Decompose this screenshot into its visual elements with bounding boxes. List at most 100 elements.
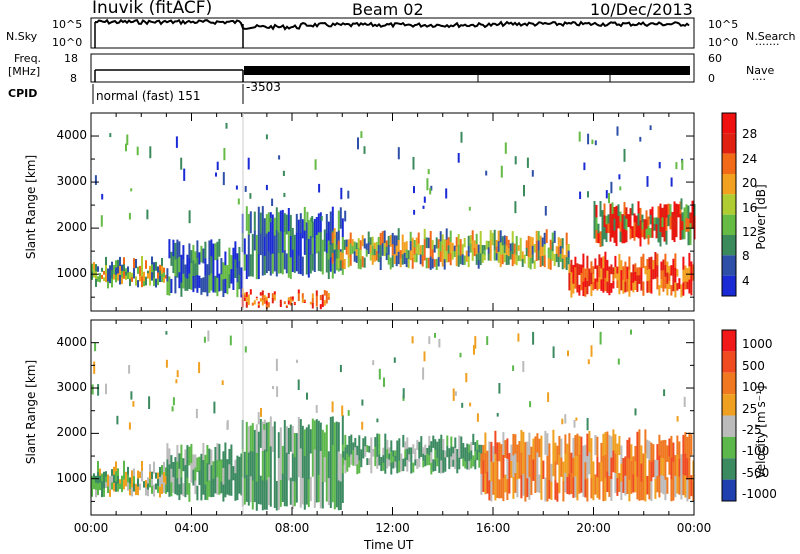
power-echo-cell [576, 282, 579, 293]
power-echo-cell [637, 225, 640, 239]
velocity-echo-cell [147, 483, 149, 491]
velocity-echo-cell [544, 430, 547, 455]
power-sparse-echo [314, 159, 317, 170]
power-echo-cell [451, 242, 454, 252]
power-echo-cell [639, 207, 642, 222]
velocity-echo-cell [482, 476, 485, 492]
power-echo-cell [578, 284, 581, 296]
power-echo-cell [467, 246, 470, 257]
power-echo-cell [441, 255, 444, 267]
power-echo-cell [297, 219, 300, 239]
power-echo-cell [461, 254, 464, 265]
velocity-echo-cell [319, 422, 322, 452]
velocity-echo-cell [192, 454, 195, 471]
velocity-echo-cell [408, 447, 411, 455]
velocity-sparse-echo [452, 388, 455, 401]
velocity-echo-cell [176, 444, 179, 462]
velocity-echo-cell [526, 441, 529, 461]
velocity-echo-cell [446, 446, 449, 458]
velocity-echo-cell [484, 473, 487, 495]
power-echo-cell [383, 243, 386, 256]
velocity-echo-cell [348, 436, 351, 447]
velocity-echo-cell [230, 461, 233, 479]
velocity-echo-cell [538, 438, 541, 458]
velocity-echo-cell [656, 475, 659, 493]
power-echo-cell [427, 237, 430, 249]
velocity-echo-cell [406, 459, 409, 472]
power-echo-cell [271, 253, 274, 274]
power-echo-cell [251, 302, 254, 305]
velocity-echo-cell [331, 444, 334, 474]
velocity-echo-cell [376, 433, 379, 446]
velocity-echo-cell [438, 461, 441, 473]
velocity-echo-cell [333, 451, 336, 481]
power-echo-cell [453, 245, 456, 252]
velocity-echo-cell [277, 458, 280, 485]
power-echo-cell [97, 276, 99, 282]
power-echo-cell [541, 246, 544, 257]
nave-tick-top: 60 [708, 52, 722, 65]
velocity-echo-cell [498, 442, 501, 462]
power-echo-cell [670, 285, 673, 296]
power-echo-cell [612, 281, 615, 289]
power-echo-cell [157, 278, 159, 286]
power-echo-cell [570, 272, 573, 286]
power-sparse-echo [658, 162, 661, 169]
velocity-echo-cell [301, 425, 304, 453]
velocity-echo-cell [113, 466, 115, 476]
velocity-echo-cell [404, 441, 407, 451]
power-echo-cell [253, 302, 256, 305]
power-colorbar-frame [721, 112, 737, 297]
velocity-echo-cell [620, 463, 623, 483]
velocity-echo-cell [438, 450, 441, 462]
velocity-echo-cell [612, 450, 615, 473]
velocity-echo-cell [382, 462, 385, 471]
power-echo-cell [619, 211, 622, 222]
velocity-echo-cell [382, 455, 385, 464]
power-echo-cell [513, 253, 516, 265]
velocity-echo-cell [245, 448, 248, 476]
power-echo-cell [139, 270, 141, 277]
velocity-echo-cell [378, 444, 381, 456]
power-echo-cell [168, 239, 171, 259]
power-echo-cell [178, 256, 181, 273]
power-sparse-echo [608, 193, 610, 204]
velocity-echo-cell [315, 474, 318, 503]
power-echo-cell [315, 295, 318, 302]
power-echo-cell [165, 274, 167, 279]
velocity-echo-cell [644, 453, 647, 478]
velocity-echo-cell [524, 442, 527, 463]
power-echo-cell [606, 259, 609, 272]
power-echo-cell [247, 294, 250, 300]
power-sparse-echo [136, 146, 139, 156]
power-echo-cell [539, 245, 542, 257]
power-echo-cell [151, 264, 153, 273]
velocity-echo-cell [580, 436, 583, 456]
velocity-echo-cell [170, 482, 173, 497]
velocity-echo-cell [350, 434, 353, 445]
velocity-echo-cell [325, 475, 328, 502]
velocity-echo-cell [168, 448, 171, 465]
power-echo-cell [182, 259, 185, 275]
power-echo-cell [190, 276, 193, 290]
velocity-echo-cell [204, 469, 207, 485]
velocity-echo-cell [249, 476, 252, 503]
x-tick-label: 00:00 [676, 521, 712, 535]
power-sparse-echo [605, 190, 608, 199]
power-echo-cell [578, 264, 581, 275]
power-echo-cell [141, 276, 143, 288]
power-echo-cell [411, 258, 414, 269]
velocity-echo-cell [335, 450, 338, 479]
power-echo-cell [133, 258, 135, 269]
power-echo-cell [309, 236, 312, 255]
power-echo-cell [665, 230, 668, 245]
velocity-echo-cell [644, 429, 647, 454]
velocity-echo-cell [283, 448, 286, 478]
power-echo-cell [503, 235, 506, 245]
power-echo-cell [243, 295, 246, 299]
velocity-echo-cell [586, 433, 589, 457]
velocity-sparse-echo [434, 333, 436, 338]
power-echo-cell [525, 247, 528, 256]
power-echo-cell [561, 238, 564, 249]
power-echo-cell [321, 239, 324, 258]
